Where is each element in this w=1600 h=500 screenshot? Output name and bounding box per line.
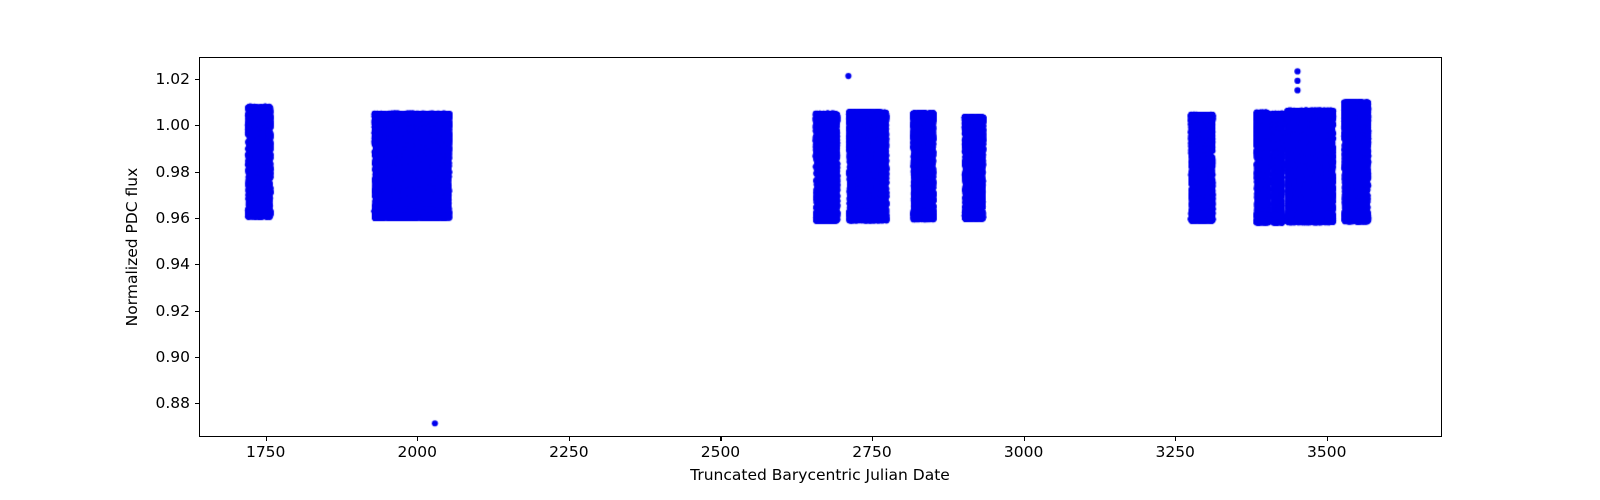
x-tick-label: 2250 — [549, 443, 589, 461]
x-tick-label: 3250 — [1155, 443, 1195, 461]
x-tick-label: 2500 — [700, 443, 741, 461]
y-tick-label: 0.96 — [155, 209, 190, 228]
y-tick-mark — [195, 79, 199, 81]
x-tick-label: 1750 — [245, 443, 286, 461]
y-tick-label: 0.88 — [155, 394, 190, 413]
x-tick-mark — [568, 437, 570, 441]
plot-axes — [199, 57, 1442, 437]
y-tick-mark — [195, 357, 199, 359]
x-tick-mark — [872, 437, 874, 441]
y-tick-label: 1.00 — [155, 116, 190, 135]
x-tick-label: 2000 — [397, 443, 438, 461]
y-tick-label: 0.94 — [155, 255, 190, 274]
y-tick-mark — [195, 125, 199, 127]
y-tick-mark — [195, 218, 199, 220]
x-tick-mark — [265, 437, 267, 441]
x-axis-label: Truncated Barycentric Julian Date — [690, 466, 950, 484]
y-tick-mark — [195, 403, 199, 405]
y-tick-mark — [195, 171, 199, 173]
x-tick-mark — [1175, 437, 1177, 441]
y-axis-label: Normalized PDC flux — [123, 167, 141, 327]
y-tick-mark — [195, 310, 199, 312]
y-tick-label: 1.02 — [155, 70, 190, 88]
scatter-plot-canvas — [200, 58, 1441, 436]
x-tick-mark — [1023, 437, 1025, 441]
y-tick-label: 0.90 — [155, 348, 190, 367]
x-tick-mark — [1326, 437, 1328, 441]
y-tick-mark — [195, 264, 199, 266]
x-tick-label: 3000 — [1003, 443, 1044, 461]
x-tick-mark — [720, 437, 722, 441]
x-tick-mark — [417, 437, 419, 441]
y-tick-label: 0.92 — [155, 301, 190, 320]
x-tick-label: 3500 — [1307, 443, 1347, 461]
y-tick-label: 0.98 — [155, 162, 190, 181]
x-tick-label: 2750 — [852, 443, 892, 461]
